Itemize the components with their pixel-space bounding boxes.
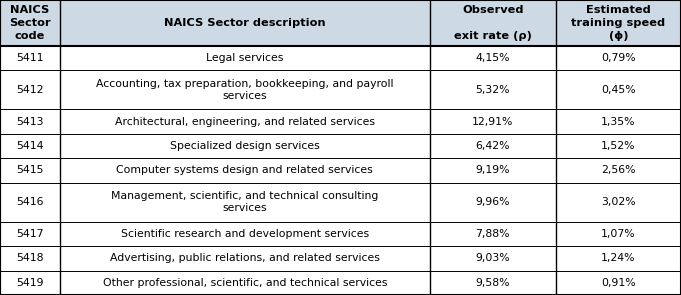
Text: 12,91%: 12,91%	[472, 117, 513, 127]
Bar	[0, 46, 60, 70]
Bar	[556, 183, 681, 222]
Bar	[0, 183, 60, 222]
Bar	[60, 134, 430, 158]
Bar	[556, 271, 681, 295]
Bar	[430, 246, 556, 271]
Bar	[60, 46, 430, 70]
Bar	[0, 158, 60, 183]
Bar	[430, 134, 556, 158]
Bar	[430, 158, 556, 183]
Bar	[60, 0, 430, 46]
Bar	[430, 109, 556, 134]
Text: 2,56%: 2,56%	[601, 165, 635, 176]
Text: 5415: 5415	[16, 165, 44, 176]
Bar	[556, 0, 681, 46]
Bar	[60, 70, 430, 109]
Bar	[0, 271, 60, 295]
Text: 5411: 5411	[16, 53, 44, 63]
Text: 9,03%: 9,03%	[475, 253, 510, 263]
Text: 0,79%: 0,79%	[601, 53, 635, 63]
Text: 5412: 5412	[16, 85, 44, 95]
Text: 5414: 5414	[16, 141, 44, 151]
Bar	[430, 222, 556, 246]
Bar	[60, 246, 430, 271]
Text: 3,02%: 3,02%	[601, 197, 635, 207]
Text: Estimated
training speed
(ϕ): Estimated training speed (ϕ)	[571, 5, 665, 41]
Bar	[430, 70, 556, 109]
Bar	[60, 109, 430, 134]
Bar	[60, 271, 430, 295]
Text: Advertising, public relations, and related services: Advertising, public relations, and relat…	[110, 253, 380, 263]
Bar	[556, 158, 681, 183]
Text: 0,45%: 0,45%	[601, 85, 635, 95]
Bar	[556, 134, 681, 158]
Bar	[430, 271, 556, 295]
Bar	[0, 246, 60, 271]
Bar	[0, 109, 60, 134]
Text: 6,42%: 6,42%	[475, 141, 510, 151]
Bar	[556, 222, 681, 246]
Bar	[0, 222, 60, 246]
Bar	[430, 183, 556, 222]
Text: 0,91%: 0,91%	[601, 278, 635, 288]
Text: 5413: 5413	[16, 117, 44, 127]
Text: Observed

exit rate (ρ): Observed exit rate (ρ)	[454, 5, 532, 41]
Text: NAICS Sector description: NAICS Sector description	[164, 18, 326, 28]
Text: 9,96%: 9,96%	[475, 197, 510, 207]
Text: 5418: 5418	[16, 253, 44, 263]
Text: Scientific research and development services: Scientific research and development serv…	[121, 229, 369, 239]
Bar	[0, 134, 60, 158]
Text: 7,88%: 7,88%	[475, 229, 510, 239]
Bar	[556, 70, 681, 109]
Text: Computer systems design and related services: Computer systems design and related serv…	[116, 165, 373, 176]
Text: 5,32%: 5,32%	[475, 85, 510, 95]
Text: Other professional, scientific, and technical services: Other professional, scientific, and tech…	[103, 278, 387, 288]
Bar	[556, 46, 681, 70]
Bar	[430, 0, 556, 46]
Text: 9,19%: 9,19%	[475, 165, 510, 176]
Bar	[60, 183, 430, 222]
Text: Accounting, tax preparation, bookkeeping, and payroll
services: Accounting, tax preparation, bookkeeping…	[96, 78, 394, 101]
Bar	[556, 246, 681, 271]
Text: 1,35%: 1,35%	[601, 117, 635, 127]
Text: Specialized design services: Specialized design services	[170, 141, 319, 151]
Text: 1,07%: 1,07%	[601, 229, 635, 239]
Text: Legal services: Legal services	[206, 53, 283, 63]
Text: Management, scientific, and technical consulting
services: Management, scientific, and technical co…	[111, 191, 379, 213]
Text: 1,52%: 1,52%	[601, 141, 635, 151]
Text: NAICS
Sector
code: NAICS Sector code	[9, 5, 51, 41]
Text: Architectural, engineering, and related services: Architectural, engineering, and related …	[115, 117, 375, 127]
Bar	[430, 46, 556, 70]
Bar	[556, 109, 681, 134]
Bar	[0, 0, 60, 46]
Text: 5417: 5417	[16, 229, 44, 239]
Bar	[60, 222, 430, 246]
Bar	[0, 70, 60, 109]
Text: 5416: 5416	[16, 197, 44, 207]
Text: 5419: 5419	[16, 278, 44, 288]
Text: 4,15%: 4,15%	[475, 53, 510, 63]
Text: 1,24%: 1,24%	[601, 253, 635, 263]
Text: 9,58%: 9,58%	[475, 278, 510, 288]
Bar	[60, 158, 430, 183]
